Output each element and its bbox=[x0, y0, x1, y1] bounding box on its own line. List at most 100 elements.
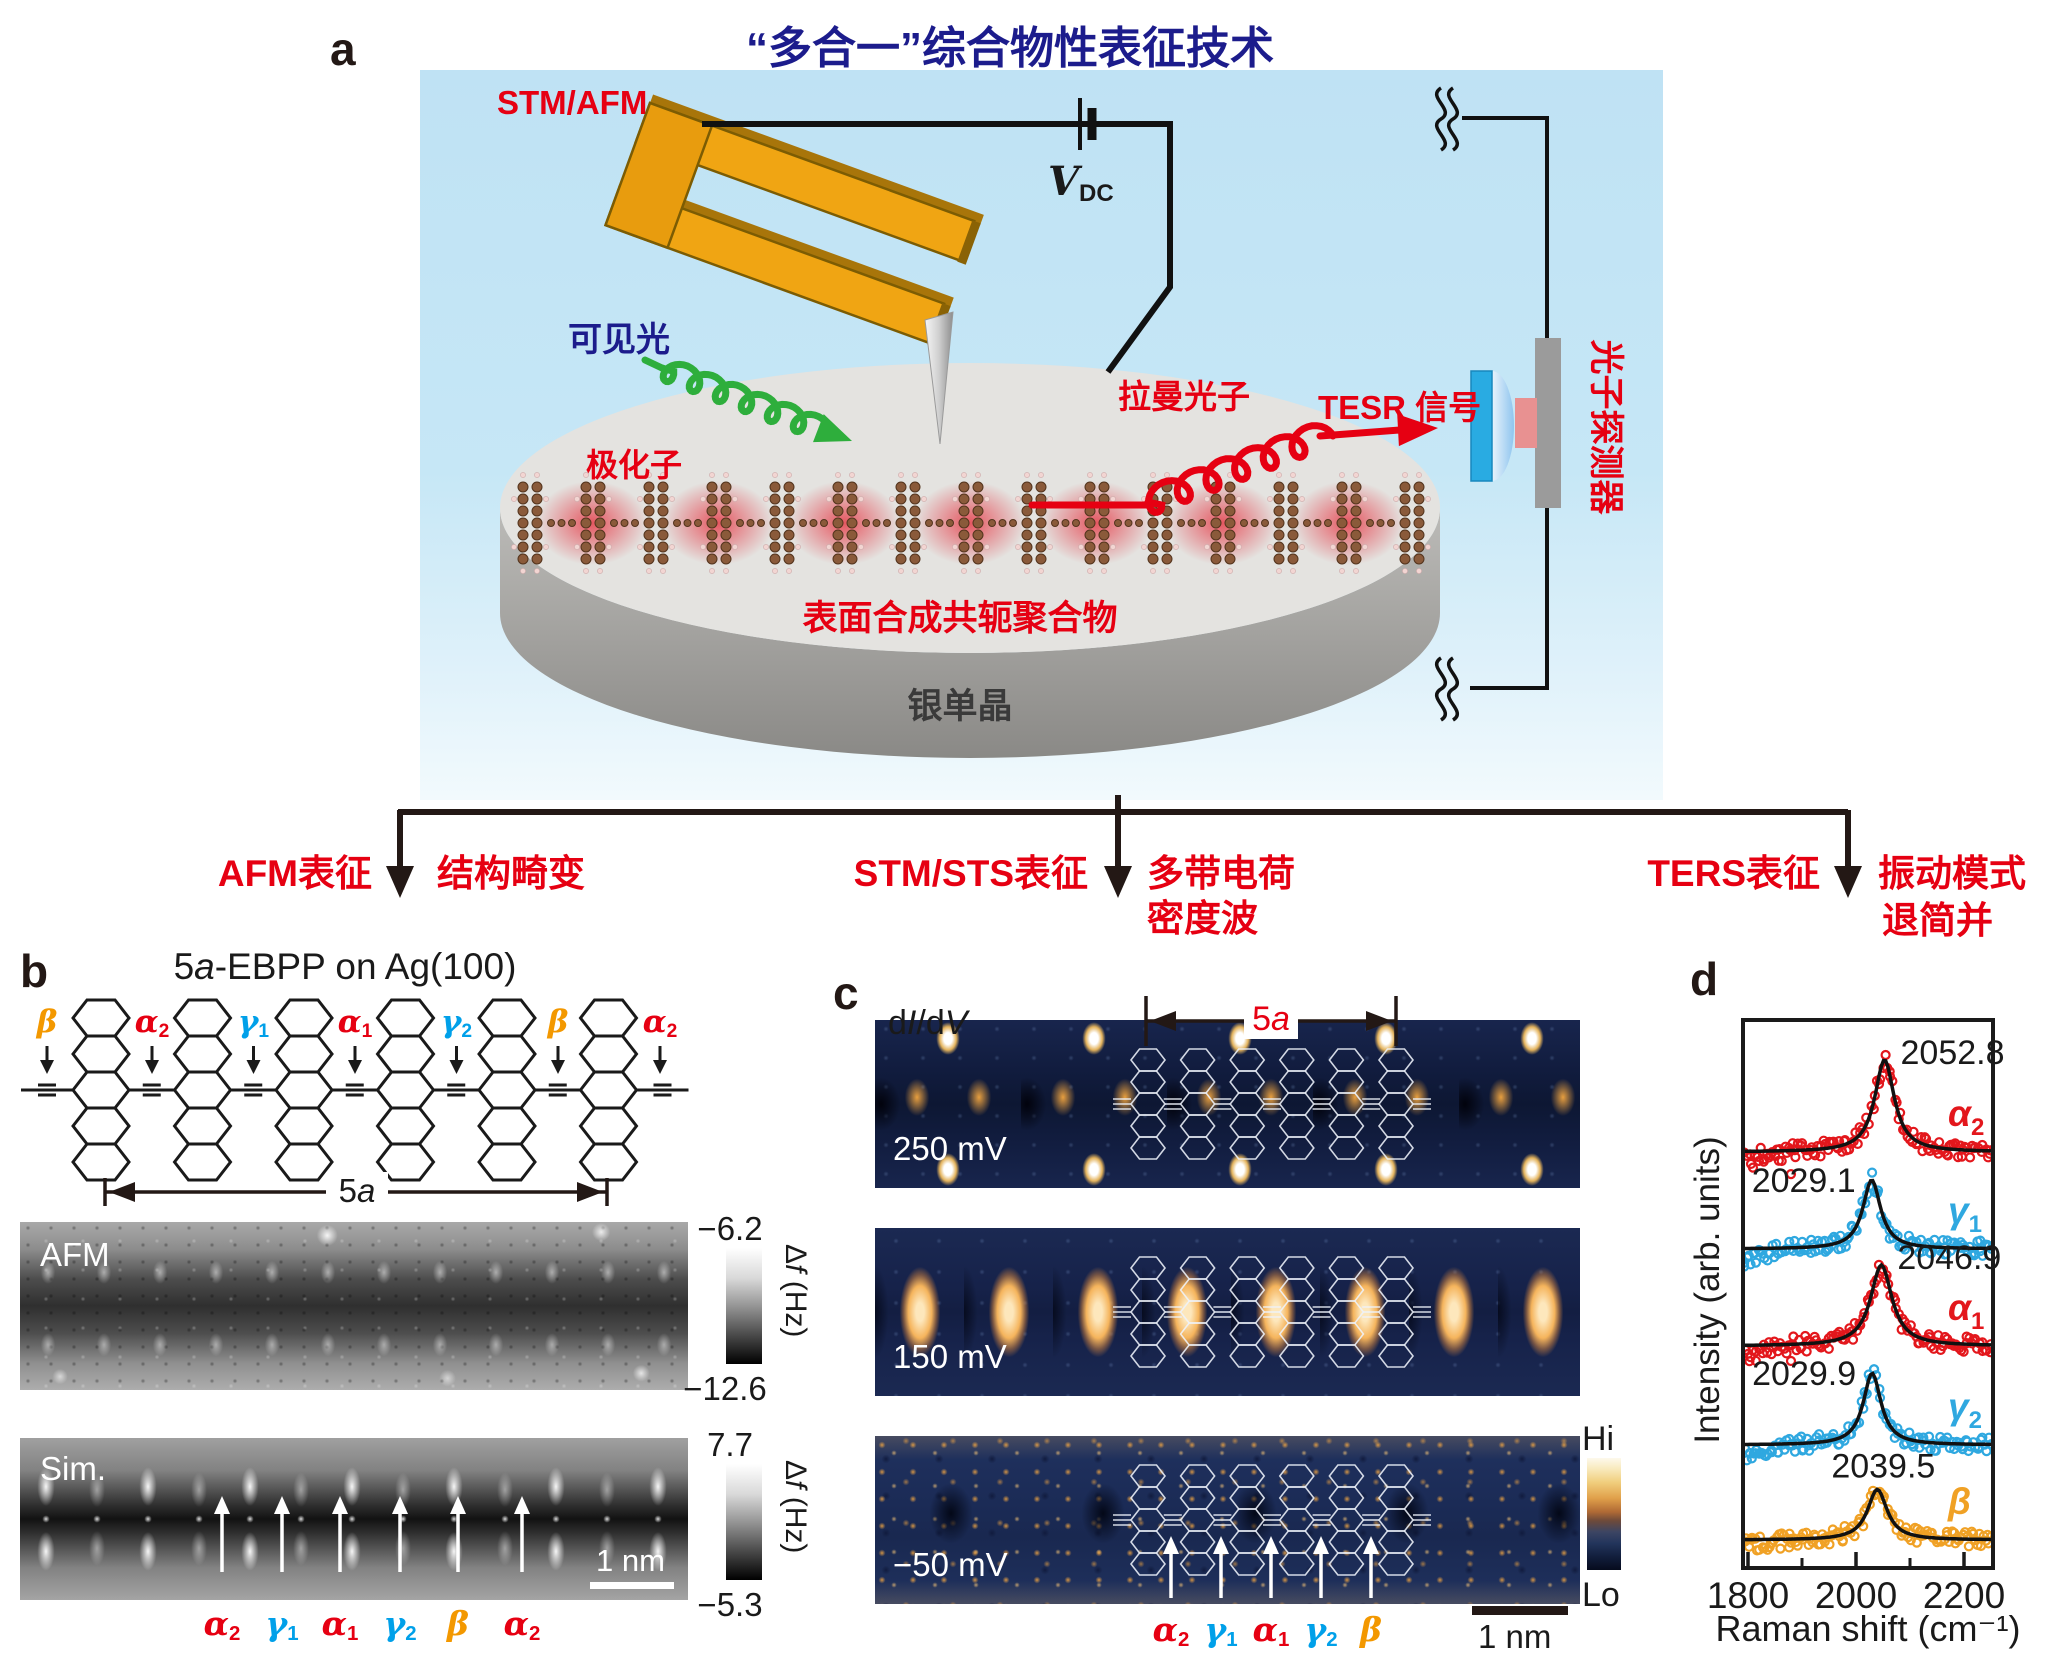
mode-label-α2: α2 bbox=[1152, 1610, 1190, 1652]
mode-label-α1: α1 bbox=[321, 1604, 359, 1646]
visible-light-label: 可见光 bbox=[568, 321, 670, 359]
raman-photon-label: 拉曼光子 bbox=[1118, 378, 1250, 415]
mode-label-γ1: γ1 bbox=[1204, 1610, 1238, 1652]
delta-symbol: Δ bbox=[779, 1244, 812, 1265]
didv-d1: d bbox=[888, 1004, 907, 1042]
spectrum-gamma1 bbox=[1745, 1167, 1991, 1272]
polymer-label: 表面合成共轭聚合物 bbox=[802, 599, 1118, 638]
molecule-overlay bbox=[1113, 1048, 1431, 1160]
sim-colorbar bbox=[726, 1464, 762, 1580]
d-xlabel: Raman shift (cm⁻¹) bbox=[1715, 1608, 2021, 1649]
mode-label-β: β bbox=[547, 1004, 569, 1040]
sim-colorbar-unit: Δf (Hz) bbox=[778, 1460, 812, 1553]
spectrum-alpha2 bbox=[1745, 1049, 1991, 1180]
b-span-italic: a bbox=[357, 1172, 376, 1209]
photon-detector-label: 光子探测器 bbox=[1586, 339, 1625, 515]
wire-break-icon bbox=[1434, 86, 1460, 152]
figure-title: “多合一”综合物性表征技术 bbox=[746, 24, 1274, 73]
polaron-label: 极化子 bbox=[586, 447, 683, 483]
didv-v: V bbox=[944, 1004, 968, 1042]
arrowhead-icon bbox=[1366, 1011, 1392, 1031]
d-axis-ticks: 1800 2000 2200 bbox=[1707, 1552, 2005, 1616]
stm-result-line1: 多带电荷 bbox=[1147, 853, 1295, 894]
mode-label-β: β bbox=[1360, 1610, 1382, 1649]
molecule-overlay bbox=[1113, 1464, 1431, 1576]
panel-d-label: d bbox=[1690, 953, 1719, 1005]
vdc-symbol: V bbox=[1048, 158, 1080, 205]
qplus-tuning-fork bbox=[603, 94, 984, 348]
arrow-down-icon bbox=[1104, 866, 1132, 898]
arrowhead-icon bbox=[1313, 1536, 1329, 1554]
peak-value-beta: 2039.5 bbox=[1831, 1447, 1935, 1485]
mode-label-γ2: γ2 bbox=[1304, 1610, 1338, 1652]
mode-label-γ2: γ2 bbox=[383, 1604, 417, 1646]
lens-body bbox=[1470, 370, 1493, 482]
afm-experimental-image bbox=[20, 1222, 688, 1390]
arrow-down-icon bbox=[1834, 866, 1862, 898]
panel-c-label: c bbox=[833, 967, 859, 1019]
detector-wire bbox=[1434, 86, 1549, 722]
arrow-down-icon bbox=[386, 866, 414, 898]
unit-rest: (Hz) bbox=[779, 1272, 812, 1338]
spectrum-gamma2 bbox=[1745, 1364, 1991, 1466]
arrowhead-icon bbox=[450, 1496, 466, 1514]
arrowhead-icon bbox=[1213, 1536, 1229, 1554]
c-scalebar-label: 1 nm bbox=[1478, 1618, 1552, 1653]
d-traces bbox=[1745, 1049, 1991, 1556]
c-scalebar-line bbox=[1472, 1606, 1568, 1615]
mode-label-β: β bbox=[447, 1604, 469, 1643]
mode-label-γ1: γ1 bbox=[265, 1604, 299, 1646]
afm-colorbar-unit: Δf (Hz) bbox=[778, 1244, 812, 1337]
sim-bond-arrows bbox=[214, 1496, 530, 1572]
afm-simulated-image bbox=[20, 1438, 688, 1600]
peak-value-alpha1: 2046.9 bbox=[1897, 1239, 2001, 1277]
sim-colorbar-min: −5.3 bbox=[697, 1586, 763, 1623]
afm-colorbar bbox=[726, 1248, 762, 1364]
stm-result-line2: 密度波 bbox=[1147, 898, 1258, 939]
d-mode-label-gamma2: γ2 bbox=[1948, 1386, 1982, 1434]
afm-image-label: AFM bbox=[40, 1236, 110, 1273]
bias-label-250: 250 mV bbox=[893, 1130, 1007, 1167]
c-span-num: 5 bbox=[1252, 1000, 1271, 1038]
arrowhead-icon bbox=[1163, 1536, 1179, 1554]
d-tick-label: 1800 bbox=[1707, 1575, 1789, 1616]
didv-i: I bbox=[906, 1004, 917, 1042]
sim-colorbar-max: 7.7 bbox=[707, 1426, 753, 1463]
stm-tip bbox=[924, 311, 954, 445]
d-mode-label-alpha1: α1 bbox=[1948, 1287, 1984, 1335]
mode-label-α2: α2 bbox=[642, 1004, 678, 1042]
spectrum-alpha1 bbox=[1745, 1259, 1991, 1367]
d-mode-label-alpha2: α2 bbox=[1948, 1093, 1984, 1141]
arrowhead-icon bbox=[1363, 1536, 1379, 1554]
mode-label-γ2: γ2 bbox=[440, 1004, 473, 1042]
lorentzian-fit-beta bbox=[1745, 1487, 1991, 1542]
d-tick-label: 2200 bbox=[1923, 1575, 2005, 1616]
polymer-chemical-structure bbox=[21, 998, 689, 1182]
panel-b-label: b bbox=[20, 945, 49, 997]
b-title: 5a-EBPP on Ag(100) bbox=[95, 946, 595, 988]
ters-result-line2: 退简并 bbox=[1882, 900, 1993, 941]
photon-detector bbox=[1470, 338, 1561, 508]
lens-dome bbox=[1492, 371, 1514, 481]
b-span-label: 5a bbox=[326, 1172, 388, 1210]
arrowhead-icon bbox=[813, 414, 852, 443]
didv-d2: /d bbox=[916, 1004, 945, 1042]
detector-plate bbox=[1535, 338, 1561, 508]
vdc-subscript: DC bbox=[1079, 180, 1114, 207]
lorentzian-fit-gamma1 bbox=[1745, 1178, 1991, 1251]
mode-label-α1: α1 bbox=[1252, 1610, 1290, 1652]
delta-symbol: Δ bbox=[779, 1460, 812, 1481]
c-span-italic: a bbox=[1271, 1000, 1290, 1038]
arrowhead-icon bbox=[577, 1182, 603, 1202]
mode-label-α2: α2 bbox=[503, 1604, 541, 1646]
peak-value-alpha2: 2052.8 bbox=[1901, 1034, 2005, 1072]
pentacene-chain bbox=[21, 998, 689, 1182]
arrowhead-icon bbox=[109, 1182, 135, 1202]
raman-signal-arrow bbox=[1028, 414, 1438, 516]
stm-technique-label: STM/STS表征 bbox=[853, 853, 1088, 894]
didv-label: dI/dV bbox=[888, 1004, 967, 1043]
vdc-label: VDC bbox=[1048, 158, 1114, 208]
